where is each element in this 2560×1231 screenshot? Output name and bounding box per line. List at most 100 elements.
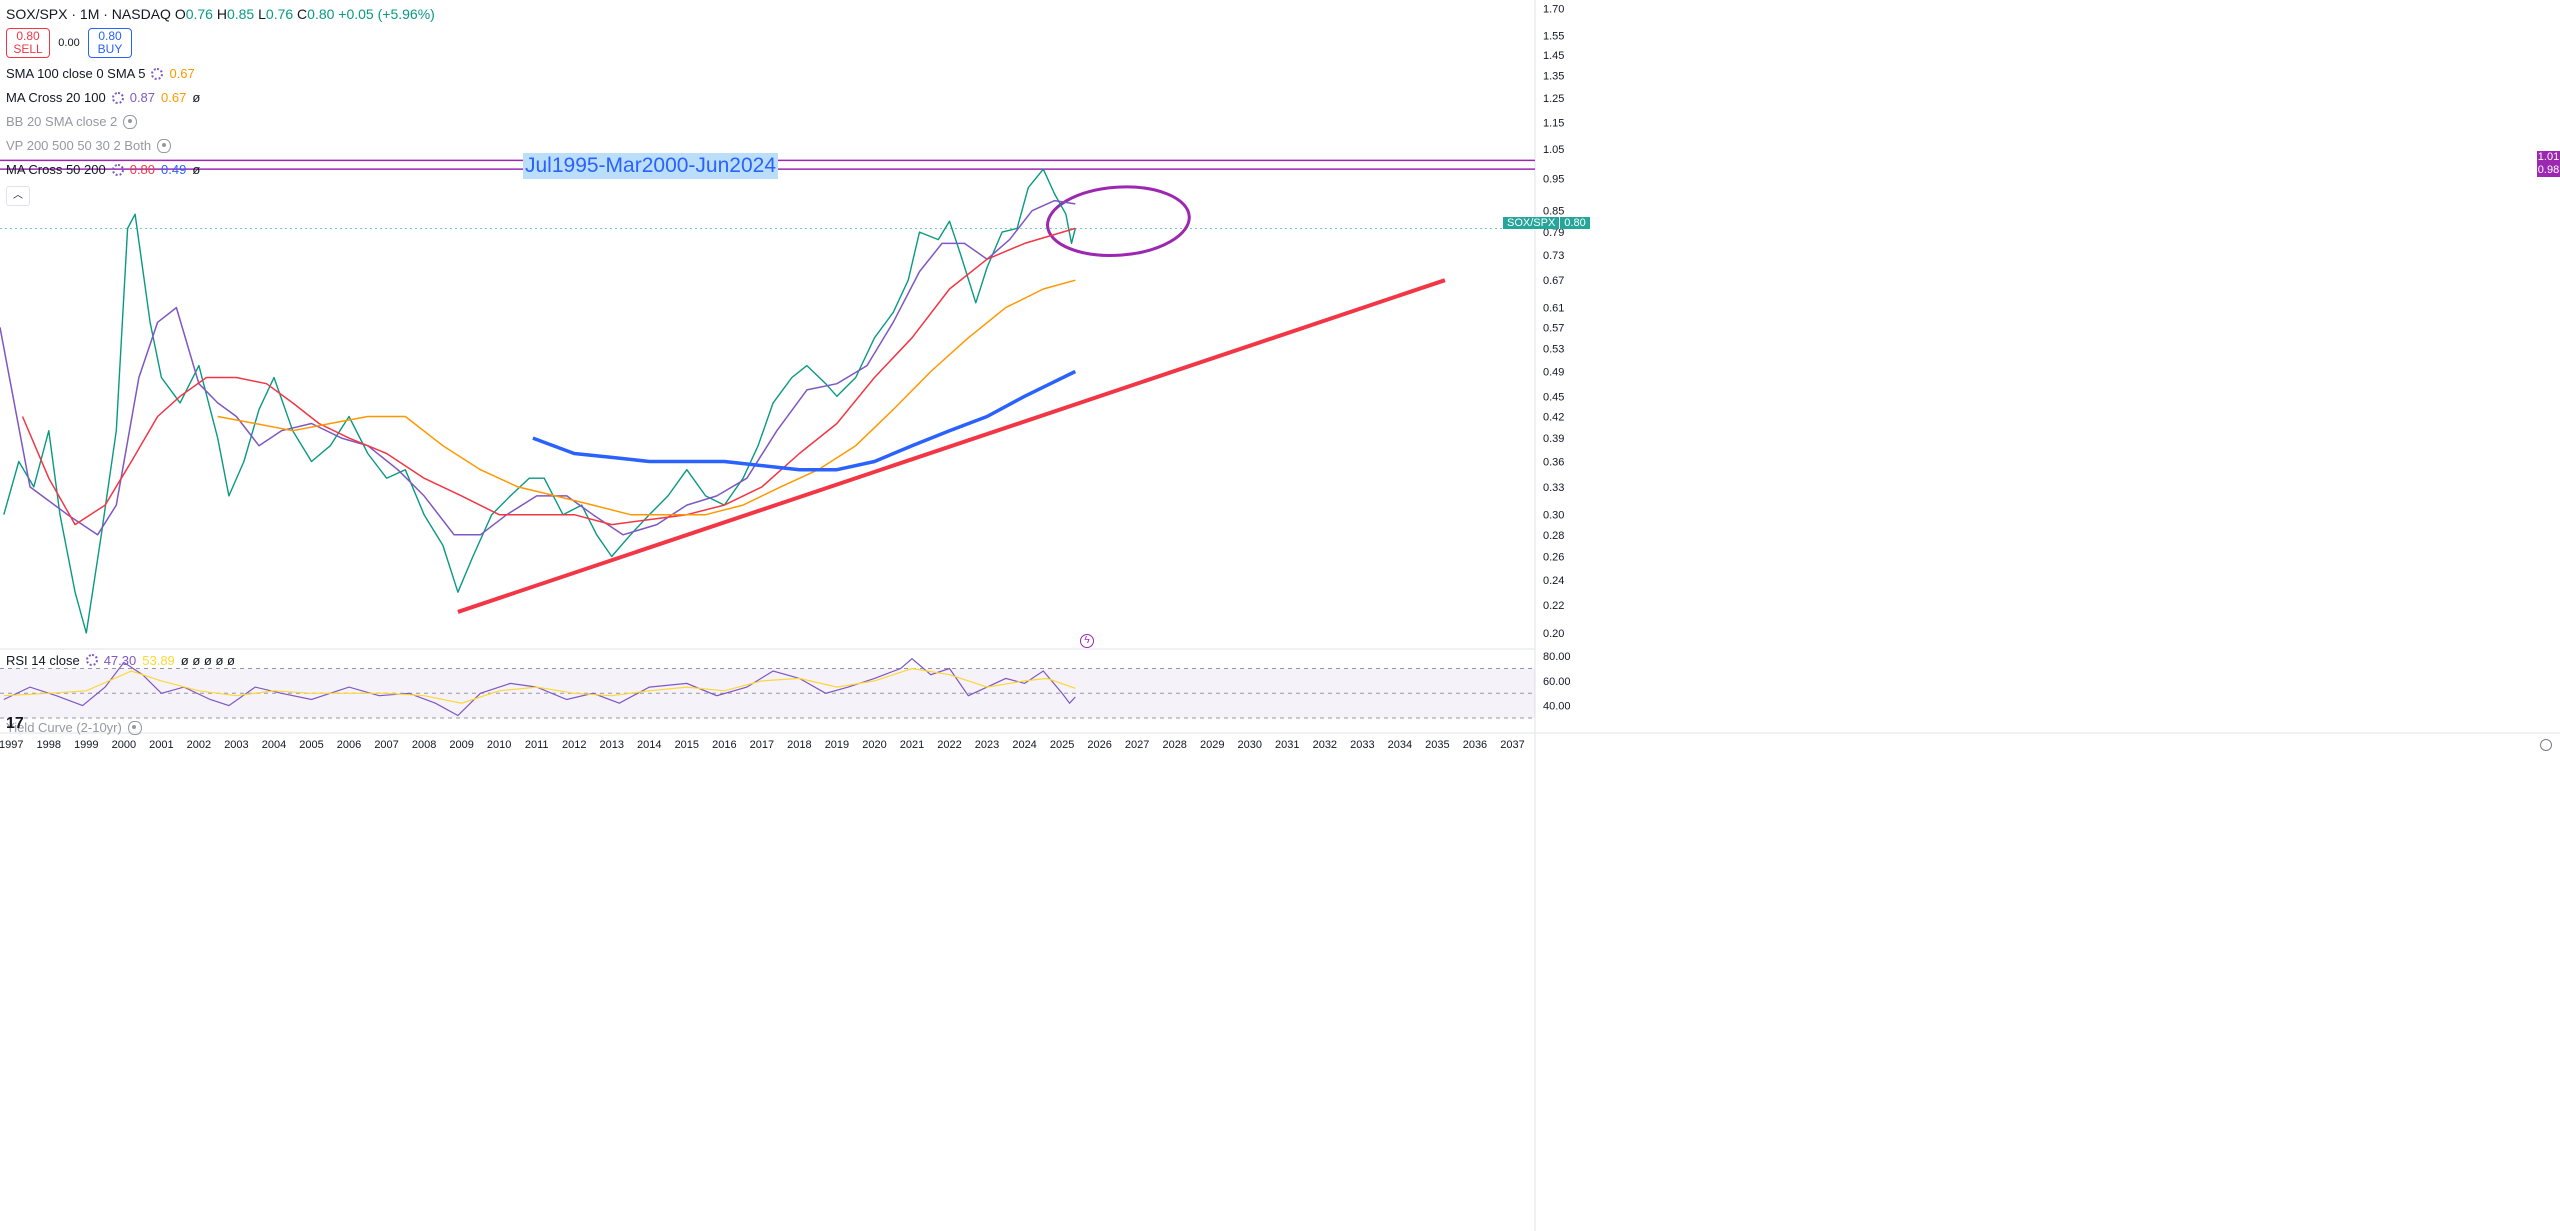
indicator-value: 0.87 <box>129 90 156 105</box>
price-tick-label: 0.22 <box>1543 600 1564 612</box>
time-tick-label: 2004 <box>262 739 286 751</box>
sell-button[interactable]: 0.80 SELL <box>6 28 50 58</box>
indicator-row[interactable]: BB 20 SMA close 2 <box>6 110 435 134</box>
time-tick-label: 2013 <box>600 739 624 751</box>
time-tick-label: 2006 <box>337 739 361 751</box>
time-tick-label: 2027 <box>1125 739 1149 751</box>
rsi-ma-value: 53.89 <box>142 652 175 668</box>
trade-buttons: 0.80 SELL 0.00 0.80 BUY <box>6 28 435 58</box>
time-tick-label: 2020 <box>862 739 886 751</box>
spread-value: 0.00 <box>58 37 80 49</box>
time-tick-label: 2023 <box>975 739 999 751</box>
ohlc-value: 0.85 <box>226 6 255 22</box>
time-tick-label: 2029 <box>1200 739 1224 751</box>
sma100-line <box>217 279 1076 516</box>
time-tick-label: 2032 <box>1313 739 1337 751</box>
indicator-value: 0.67 <box>161 90 187 105</box>
price-tick-label: 0.67 <box>1543 275 1564 287</box>
time-tick-label: 2015 <box>675 739 699 751</box>
indicator-value: ø <box>192 162 201 177</box>
eye-icon[interactable] <box>127 720 142 735</box>
level-badge-low: 0.98 <box>2537 164 2560 177</box>
time-tick-label: 2018 <box>787 739 811 751</box>
indicator-row[interactable]: VP 200 500 50 30 2 Both <box>6 134 435 158</box>
ma50-line <box>21 227 1076 526</box>
indicator-row[interactable]: SMA 100 close 0 SMA 5 0.67 <box>6 62 435 86</box>
price-tick-label: 0.20 <box>1543 628 1564 640</box>
annotation-label[interactable]: Jul1995-Mar2000-Jun2024 <box>523 153 779 179</box>
price-tick-label: 1.15 <box>1543 117 1564 129</box>
price-tick-label: 0.42 <box>1543 411 1564 423</box>
time-tick-label: 2000 <box>112 739 136 751</box>
rsi-legend: RSI 14 close 47.30 53.89 ø ø ø ø ø <box>6 652 235 668</box>
price-tick-label: 1.05 <box>1543 144 1564 156</box>
rsi-name[interactable]: RSI 14 close <box>6 652 80 668</box>
lightning-icon[interactable]: ϟ <box>1080 634 1094 648</box>
settings-icon[interactable] <box>2540 739 2552 751</box>
indicator-name: SMA 100 close 0 SMA 5 <box>6 66 146 81</box>
price-tick-label: 1.45 <box>1543 50 1564 62</box>
indicator-row[interactable]: MA Cross 20 100 0.87 0.67 ø <box>6 86 435 110</box>
price-tick-label: 1.70 <box>1543 3 1564 15</box>
price-tick-label: 0.26 <box>1543 551 1564 563</box>
time-tick-label: 2036 <box>1463 739 1487 751</box>
price-axis[interactable]: 1.70 1.55 1.45 1.35 1.25 1.15 1.05 0.95 0.85 0.79… <box>1543 3 1571 712</box>
series-layer <box>0 168 1077 634</box>
price-tick-label: 0.36 <box>1543 456 1564 468</box>
price-tick-label: 0.49 <box>1543 366 1564 378</box>
gear-icon[interactable] <box>111 92 124 104</box>
ma200-line <box>532 369 1077 472</box>
indicator-row[interactable]: MA Cross 50 200 0.80 0.49 ø <box>6 158 435 182</box>
time-tick-label: 2002 <box>187 739 211 751</box>
time-tick-label: 2012 <box>562 739 586 751</box>
sell-price: 0.80 <box>16 29 40 43</box>
tradingview-logo-icon[interactable]: 17 <box>6 715 24 732</box>
gear-icon[interactable] <box>111 164 124 176</box>
time-tick-label: 2028 <box>1162 739 1186 751</box>
ohlc-value: 0.80 <box>307 6 335 22</box>
trendline <box>457 278 1446 614</box>
last-price-symbol: SOX/SPX <box>1503 217 1560 229</box>
indicator-name: VP 200 500 50 30 2 Both <box>6 138 152 153</box>
ma20-line <box>0 199 1076 536</box>
ohlc-key: L <box>254 6 266 22</box>
time-axis[interactable]: 1997 1998 1999 2000 2001 2002 2003 2004 2005 2006… <box>0 739 1525 751</box>
time-tick-label: 2026 <box>1087 739 1111 751</box>
level-badge-high: 1.01 <box>2537 151 2560 164</box>
buy-button[interactable]: 0.80 BUY <box>88 28 132 58</box>
price-tick-label: 0.57 <box>1543 322 1564 334</box>
time-tick-label: 2016 <box>712 739 736 751</box>
ohlc-key: O <box>174 6 186 22</box>
rsi-tick-label: 40.00 <box>1543 701 1571 713</box>
sell-label: SELL <box>13 42 43 56</box>
rsi-value: 47.30 <box>103 652 137 668</box>
indicator-value: 0.67 <box>169 66 195 81</box>
collapse-arrow-icon[interactable]: ︿ <box>6 186 30 206</box>
time-tick-label: 2010 <box>487 739 511 751</box>
time-tick-label: 1998 <box>37 739 61 751</box>
price-tick-label: 1.25 <box>1543 93 1564 105</box>
highlight-ellipse <box>1046 185 1191 257</box>
gear-icon[interactable] <box>85 654 98 666</box>
price-tick-label: 0.79 <box>1543 227 1564 239</box>
symbol-title[interactable]: SOX/SPX · 1M · NASDAQ <box>6 6 171 22</box>
ohlc-value: 0.76 <box>185 6 213 22</box>
price-tick-label: 0.53 <box>1543 344 1564 356</box>
time-tick-label: 2017 <box>750 739 774 751</box>
price-tick-label: 0.95 <box>1543 173 1564 185</box>
eye-icon[interactable] <box>123 115 138 129</box>
price-tick-label: 0.61 <box>1543 303 1564 315</box>
price-tick-label: 0.39 <box>1543 433 1564 445</box>
time-tick-label: 2031 <box>1275 739 1299 751</box>
eye-icon[interactable] <box>157 139 172 153</box>
yield-curve-name[interactable]: Yield Curve (2-10yr) <box>6 720 122 735</box>
time-tick-label: 2011 <box>525 739 549 751</box>
price-tick-label: 1.55 <box>1543 30 1564 42</box>
rsi-line <box>3 657 1076 717</box>
last-price-badge: SOX/SPX 0.80 <box>1503 217 1590 229</box>
gear-icon[interactable] <box>151 68 164 80</box>
indicator-value: ø <box>192 90 201 105</box>
time-tick-label: 2005 <box>299 739 323 751</box>
ohlc-value: +0.05 (+5.96%) <box>338 6 435 22</box>
